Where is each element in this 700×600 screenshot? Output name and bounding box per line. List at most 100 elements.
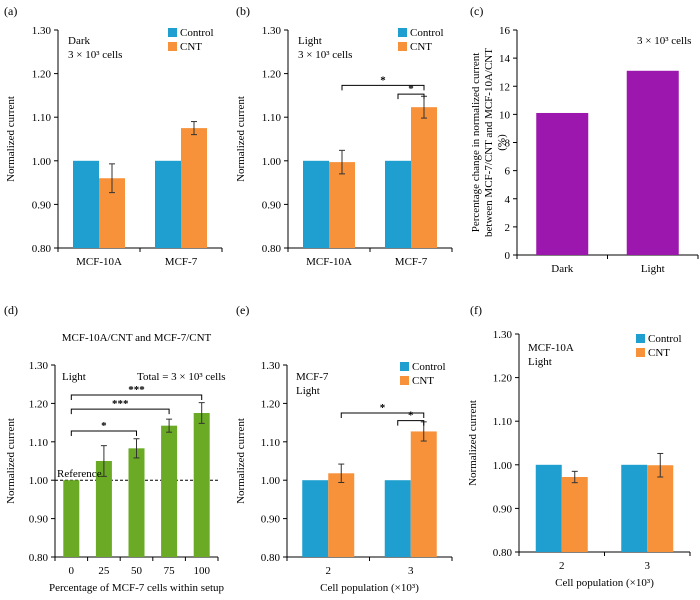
y-axis-label-line: Percentage change in normalized current (470, 53, 482, 233)
significance-bracket (340, 412, 425, 418)
x-tick-label: MCF-10A (76, 256, 122, 268)
significance-bracket (70, 394, 203, 400)
bar-normalized-current (128, 448, 145, 557)
chart-panel-e: (e) 0.80 0.90 1.00 1.10 1.20 1.30 2 3 * * MCF-7 Ligh… (235, 303, 453, 594)
y-tick-label: 1.10 (493, 416, 513, 428)
x-tick-label: 0 (69, 565, 75, 577)
bar-normalized-current (193, 413, 210, 557)
bar-cnt (411, 107, 437, 248)
y-tick-label: 0.80 (32, 243, 52, 255)
legend-label: CNT (648, 347, 670, 359)
bar-control (535, 464, 562, 552)
legend-swatch (400, 376, 409, 385)
y-tick-label: 1.20 (493, 373, 513, 385)
legend-label: CNT (180, 41, 202, 53)
y-axis-label: Normalized current (5, 96, 17, 182)
legend-swatch (168, 42, 177, 51)
x-tick-label: Dark (551, 263, 573, 275)
y-tick-label: 1.30 (262, 25, 282, 37)
y-axis-label: Normalized current (235, 96, 247, 182)
x-tick-label: 25 (98, 565, 110, 577)
legend-label: CNT (410, 41, 432, 53)
legend-label: Control (180, 27, 214, 39)
y-axis-label-line: between MCF-7/CNT and MCF-10A/CNT (483, 48, 495, 237)
x-tick-label: 3 (408, 565, 414, 577)
x-tick-label: 2 (559, 560, 565, 572)
significance-bracket (70, 430, 137, 437)
plot-note: Dark (68, 35, 90, 47)
panel-label: (f) (470, 303, 482, 317)
plot-note: Light (298, 35, 322, 47)
bar-normalized-current (95, 461, 112, 557)
chart-panel-f: (f) 0.80 0.90 1.00 1.10 1.20 1.30 2 3 MCF-10A Ligh… (467, 303, 691, 589)
bar-control (384, 480, 411, 557)
y-tick-label: 1.30 (32, 25, 52, 37)
legend-swatch (398, 28, 407, 37)
y-tick-label: 1.10 (262, 112, 282, 124)
bar-percentage-change (626, 70, 679, 255)
legend-swatch (636, 348, 645, 357)
panel-label: (c) (470, 4, 483, 18)
y-axis-label: Normalized current (235, 418, 247, 504)
plot-note: 3 × 10³ cells (68, 49, 122, 61)
legend-swatch (400, 362, 409, 371)
significance-label: * (101, 420, 107, 432)
legend-swatch (398, 42, 407, 51)
bar-control (385, 160, 411, 248)
y-tick-label: 0.80 (262, 243, 282, 255)
legend-label: CNT (412, 375, 434, 387)
bar-cnt (410, 431, 437, 557)
y-tick-label: 1.20 (261, 398, 281, 410)
bar-cnt (328, 473, 355, 557)
significance-label: * (408, 83, 414, 95)
y-tick-label: 1.00 (262, 156, 282, 168)
legend-swatch (168, 28, 177, 37)
y-tick-label: 1.10 (261, 437, 281, 449)
plot-note: Total = 3 × 10³ cells (137, 371, 226, 383)
x-tick-label: 50 (131, 565, 143, 577)
bar-control (73, 160, 99, 248)
significance-label: *** (112, 398, 129, 410)
y-axis-label: Percentage change in normalized currentb… (470, 48, 508, 237)
bar-cnt (647, 465, 674, 552)
x-tick-label: Light (641, 263, 665, 275)
significance-label: * (380, 74, 386, 86)
y-axis-label-line: (%) (496, 134, 508, 151)
panel-label: (a) (4, 4, 17, 18)
chart-panel-a: (a) 0.80 0.90 1.00 1.10 1.20 1.30 MCF-10A MCF-7 D… (4, 4, 223, 268)
panel-label: (d) (4, 303, 18, 317)
legend-swatch (636, 334, 645, 343)
y-tick-label: 0.80 (29, 552, 49, 564)
y-tick-label: 1.00 (29, 475, 49, 487)
y-tick-label: 1.30 (261, 360, 281, 372)
plot-note: MCF-7 (296, 371, 329, 383)
plot-note: 3 × 10³ cells (298, 49, 352, 61)
plot-note: Light (528, 356, 552, 368)
y-tick-label: 1.00 (261, 475, 281, 487)
x-tick-label: MCF-7 (165, 256, 198, 268)
significance-bracket (341, 84, 425, 91)
panel-label: (b) (236, 4, 250, 18)
y-tick-label: 1.30 (493, 329, 513, 341)
bar-normalized-current (161, 425, 178, 557)
y-tick-label: 1.20 (262, 69, 282, 81)
y-tick-label: 1.20 (32, 69, 52, 81)
y-tick-label: 2 (505, 222, 511, 234)
y-tick-label: 0.90 (262, 199, 282, 211)
chart-panel-b: (b) 0.80 0.90 1.00 1.10 1.20 1.30 MCF-10A MCF-7 *… (235, 4, 453, 268)
y-tick-label: 14 (499, 53, 511, 65)
x-tick-label: 2 (326, 565, 332, 577)
significance-bracket (397, 93, 425, 100)
bar-control (303, 160, 329, 248)
y-tick-label: 1.00 (32, 156, 52, 168)
y-tick-label: 0 (505, 250, 511, 262)
significance-label: * (408, 410, 414, 422)
y-tick-label: 0.80 (261, 552, 281, 564)
plot-note: Light (296, 385, 320, 397)
y-axis-label: Normalized current (467, 400, 479, 486)
panel-label: (e) (236, 303, 249, 317)
plot-note: MCF-10A (528, 342, 574, 354)
legend-label: Control (648, 333, 682, 345)
x-tick-label: MCF-7 (395, 256, 428, 268)
y-tick-label: 1.10 (29, 437, 49, 449)
